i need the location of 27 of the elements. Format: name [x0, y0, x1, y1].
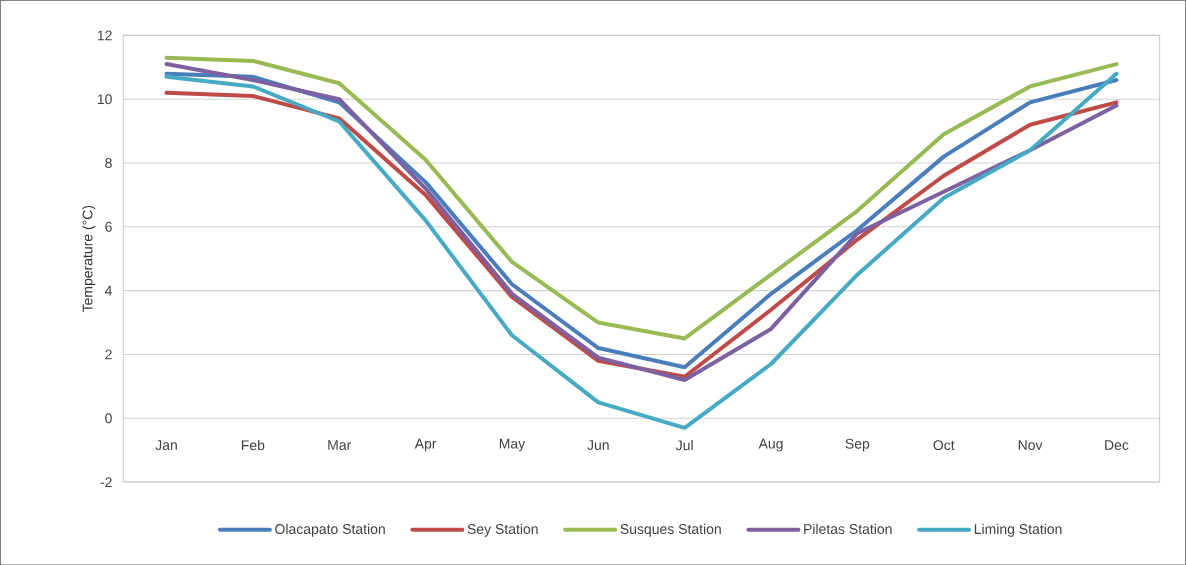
legend-label: Piletas Station [804, 523, 892, 534]
y-tick-label: 0 [105, 413, 112, 424]
x-tick-label: Feb [241, 439, 265, 451]
legend-label: Liming Station [974, 523, 1062, 537]
legend-label: Sey Station [467, 523, 538, 537]
x-tick-label: Oct [933, 439, 955, 450]
y-tick-label: 10 [97, 94, 112, 104]
x-tick-label: Jul [675, 439, 693, 451]
y-tick-label: 8 [105, 157, 112, 168]
legend-label: Olacapato Station [275, 523, 385, 537]
y-tick-label: 6 [105, 221, 112, 232]
y-tick-label: 12 [97, 30, 112, 41]
y-axis-title: Temperature (°C) [82, 205, 96, 312]
x-tick-label: Sep [845, 438, 870, 452]
x-tick-label: Nov [1018, 440, 1043, 450]
x-tick-label: Dec [1105, 440, 1129, 450]
x-tick-label: Aug [758, 438, 783, 452]
y-tick-label: 4 [104, 285, 112, 296]
y-tick-label: -2 [100, 476, 112, 487]
x-tick-label: Jan [155, 440, 177, 450]
x-tick-label: Jun [587, 440, 609, 450]
x-tick-label: Mar [328, 440, 352, 450]
line-series [164, 71, 1119, 430]
x-tick-label: Apr [414, 438, 437, 452]
y-tick-label: 2 [105, 349, 112, 360]
x-tick-label: May [499, 438, 526, 452]
legend-label: Susques Station [620, 523, 721, 537]
